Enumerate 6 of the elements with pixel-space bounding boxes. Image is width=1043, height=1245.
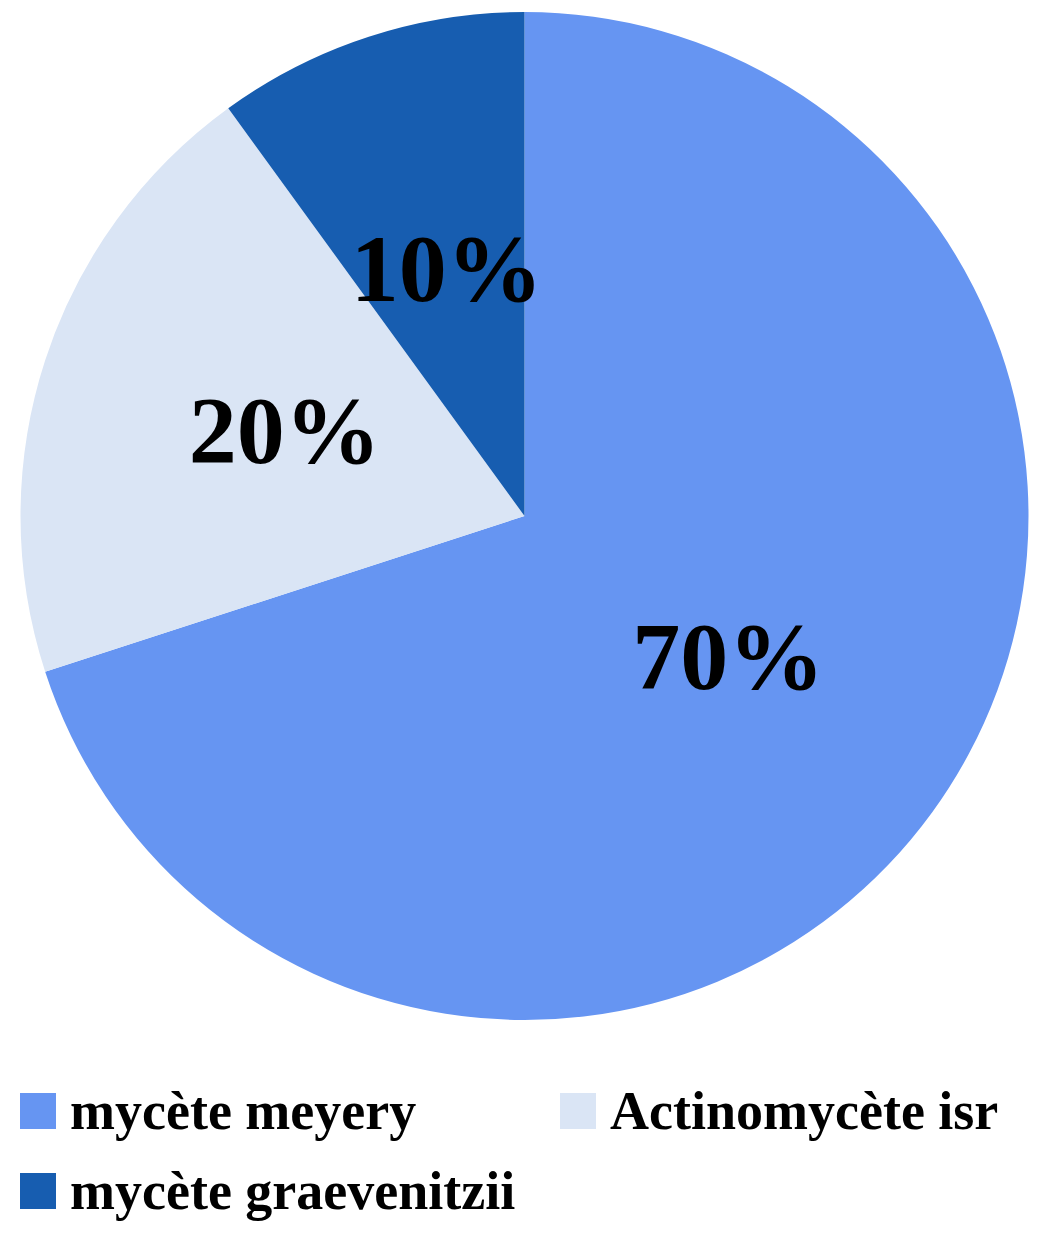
legend-label: mycète meyery	[70, 1080, 417, 1142]
data-label: 70%	[632, 602, 825, 710]
data-label: 10%	[350, 215, 543, 323]
legend-label: Actinomycète isr	[610, 1080, 999, 1142]
legend-label: mycète graevenitzii	[70, 1160, 516, 1222]
data-label: 20%	[188, 376, 381, 484]
